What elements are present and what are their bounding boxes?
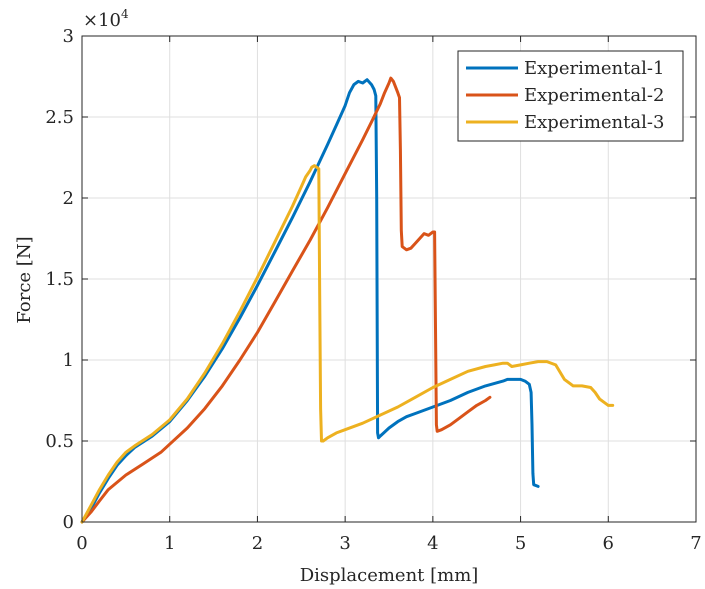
x-tick-label: 7: [690, 533, 701, 554]
x-tick-label: 6: [603, 533, 614, 554]
legend-label-1: Experimental-1: [524, 58, 664, 79]
y-tick-label: 3: [63, 26, 74, 47]
y-multiplier-base: ×10: [83, 10, 121, 31]
x-tick-label: 5: [515, 533, 526, 554]
series-line-2: [80, 76, 492, 524]
y-tick-label: 1: [63, 350, 74, 371]
series-layer: [80, 76, 615, 524]
x-tick-label: 2: [252, 533, 263, 554]
x-tick-label: 1: [164, 533, 175, 554]
y-tick-label: 0: [63, 512, 74, 533]
legend-label-3: Experimental-3: [524, 112, 664, 133]
y-axis-label: Force [N]: [14, 236, 35, 323]
y-multiplier-exponent: 4: [121, 7, 129, 21]
y-multiplier: ×104: [83, 7, 129, 31]
x-tick-label: 0: [76, 533, 87, 554]
axis-ticks: 0 1 2 3 4 5 6 7 0 0.5 1 1.5 2 2.5 3: [45, 26, 701, 554]
x-tick-label: 4: [427, 533, 438, 554]
x-tick-label: 3: [339, 533, 350, 554]
y-tick-label: 0.5: [45, 431, 74, 452]
x-axis-label: Displacement [mm]: [300, 565, 479, 586]
y-tick-label: 2: [63, 188, 74, 209]
series-line-3: [80, 164, 615, 524]
legend-label-2: Experimental-2: [524, 85, 664, 106]
y-tick-label: 1.5: [45, 269, 74, 290]
y-tick-label: 2.5: [45, 107, 74, 128]
legend: Experimental-1 Experimental-2 Experimental…: [457, 50, 684, 142]
